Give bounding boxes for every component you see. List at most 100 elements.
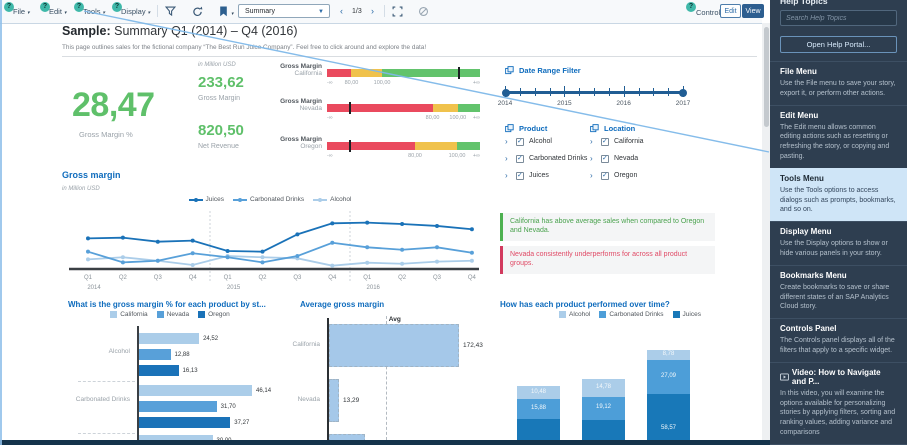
- scrollbar-thumb[interactable]: [763, 27, 769, 127]
- filter-icon[interactable]: [165, 6, 176, 17]
- bar-value-label: 46,14: [256, 388, 272, 394]
- legend-item-california[interactable]: California: [110, 311, 148, 318]
- expand-icon[interactable]: [392, 6, 403, 17]
- filter-item-juices[interactable]: Juices: [529, 172, 549, 179]
- edit-mode-button[interactable]: Edit: [720, 4, 741, 18]
- help-section-file-menu[interactable]: File Menu Use the File menu to save your …: [770, 61, 907, 105]
- bar-alcohol-1[interactable]: [139, 349, 171, 360]
- stack-segment-alcohol[interactable]: [647, 349, 690, 361]
- check-icon: ✓: [602, 155, 608, 162]
- avg-bar-1[interactable]: [329, 379, 340, 422]
- open-help-portal-button[interactable]: Open Help Portal...: [780, 36, 897, 53]
- expand-chevron-icon[interactable]: ›: [590, 154, 593, 163]
- help-section-video-how-to-navigate-and-p[interactable]: Video: How to Navigate and P... In this v…: [770, 361, 907, 444]
- legend-item-nevada[interactable]: Nevada: [156, 311, 189, 318]
- stacked-chart-title: How has each product performed over time…: [500, 300, 670, 309]
- bar-carbonated-drinks-1[interactable]: [139, 401, 217, 412]
- expand-chevron-icon[interactable]: ›: [505, 171, 508, 180]
- legend-label: Carbonated Drinks: [249, 196, 305, 203]
- filter-item-nevada[interactable]: Nevada: [614, 155, 639, 162]
- avg-bar-0[interactable]: [329, 324, 459, 367]
- legend-item-juices[interactable]: Juices: [672, 311, 701, 318]
- help-section-edit-menu[interactable]: Edit Menu The Edit menu allows common edi…: [770, 104, 907, 168]
- stack-segment-carbonated-drinks[interactable]: [582, 396, 625, 420]
- next-page-button[interactable]: ›: [371, 6, 374, 16]
- checkbox-california[interactable]: ✓: [601, 138, 609, 146]
- bar-carbonated-drinks-0[interactable]: [139, 385, 253, 396]
- legend-dot: [193, 197, 198, 202]
- bullet-segment[interactable]: [327, 142, 415, 150]
- date-slider-year-label: 2017: [675, 100, 691, 107]
- svg-text:Q2: Q2: [258, 275, 267, 281]
- kpi-gross-margin-label: Gross Margin: [198, 95, 241, 102]
- help-search-input[interactable]: [780, 10, 897, 26]
- insight-note-1: Nevada consistently underperforms for ac…: [500, 246, 715, 274]
- stack-segment-juices[interactable]: [647, 393, 690, 445]
- help-section-bookmarks-menu[interactable]: Bookmarks Menu Create bookmarks to save o…: [770, 264, 907, 318]
- expand-chevron-icon[interactable]: ›: [505, 137, 508, 146]
- expand-chevron-icon[interactable]: ›: [505, 154, 508, 163]
- expand-chevron-icon[interactable]: ›: [590, 171, 593, 180]
- filter-item-carbonated-drinks[interactable]: Carbonated Drinks: [529, 155, 588, 162]
- expand-chevron-icon[interactable]: ›: [590, 137, 593, 146]
- help-section-further-resources[interactable]: Further ResourcesSearch the SAP Support …: [770, 443, 907, 445]
- stack-segment-alcohol[interactable]: [517, 386, 560, 400]
- filter-item-oregon[interactable]: Oregon: [614, 172, 638, 179]
- legend-item-alcohol[interactable]: Alcohol: [313, 196, 351, 203]
- validate-icon[interactable]: [418, 6, 429, 17]
- bullet-segment[interactable]: [457, 104, 480, 112]
- checkbox-alcohol[interactable]: ✓: [516, 138, 524, 146]
- date-slider-handle-end[interactable]: [679, 88, 687, 97]
- stack-segment-value: 10,48: [530, 388, 546, 395]
- bar-alcohol-2[interactable]: [139, 365, 179, 376]
- filter-item-california[interactable]: California: [614, 138, 644, 145]
- menu-file[interactable]: File ▾: [13, 7, 30, 16]
- bullet-segment[interactable]: [327, 69, 352, 77]
- date-slider-tick: [564, 86, 566, 97]
- avg-bar-2[interactable]: [329, 434, 366, 445]
- refresh-icon[interactable]: [192, 6, 203, 17]
- page-dropdown[interactable]: Summary ▼: [238, 4, 330, 18]
- legend-item-juices[interactable]: Juices: [188, 196, 224, 203]
- help-section-controls-panel[interactable]: Controls Panel The Controls panel display…: [770, 318, 907, 362]
- bookmark-caret-icon[interactable]: ▾: [231, 11, 234, 17]
- help-section-tools-menu[interactable]: Tools Menu Use the Tools options to acces…: [770, 167, 907, 222]
- insight-note-0: California has above average sales when …: [500, 213, 715, 241]
- bullet-label-oregon: Gross Margin Oregon: [240, 136, 322, 150]
- menu-display[interactable]: Display ▾: [121, 7, 151, 16]
- gross-margin-line-plot[interactable]: Q1 Q2 Q3 Q4 Q1 Q2 Q3 Q4 Q1 Q2 Q3 Q4 2014 2015 2016: [55, 207, 485, 295]
- bookmark-icon[interactable]: [218, 6, 229, 17]
- legend-item-carbonated-drinks[interactable]: Carbonated Drinks: [232, 196, 305, 203]
- category-label-nevada: Nevada: [297, 396, 320, 403]
- stack-segment-carbonated-drinks[interactable]: [517, 399, 560, 419]
- prev-page-button[interactable]: ‹: [340, 6, 343, 16]
- stack-segment-carbonated-drinks[interactable]: [647, 360, 690, 394]
- stack-segment-alcohol[interactable]: [582, 378, 625, 397]
- legend-item-alcohol[interactable]: Alcohol: [559, 311, 590, 318]
- svg-text:Q4: Q4: [328, 275, 337, 281]
- bar-alcohol-0[interactable]: [139, 333, 200, 344]
- menu-tools[interactable]: Tools ▾: [83, 7, 106, 16]
- bullet-segment[interactable]: [414, 142, 458, 150]
- view-mode-button[interactable]: View: [742, 4, 764, 18]
- bullet-segment[interactable]: [382, 69, 480, 77]
- checkbox-carbonated-drinks[interactable]: ✓: [516, 155, 524, 163]
- legend-item-carbonated-drinks[interactable]: Carbonated Drinks: [599, 311, 664, 318]
- menu-edit[interactable]: Edit ▾: [49, 7, 67, 16]
- checkbox-juices[interactable]: ✓: [516, 172, 524, 180]
- svg-text:2015: 2015: [227, 285, 241, 291]
- bullet-segment[interactable]: [327, 104, 433, 112]
- main-scrollbar[interactable]: [762, 23, 770, 445]
- legend-item-oregon[interactable]: Oregon: [198, 311, 230, 318]
- bullet-segment[interactable]: [457, 142, 480, 150]
- filter-item-alcohol[interactable]: Alcohol: [529, 138, 552, 145]
- bullet-segment[interactable]: [351, 69, 383, 77]
- help-section-title: Tools Menu: [780, 173, 824, 183]
- bar-carbonated-drinks-2[interactable]: [139, 417, 231, 428]
- date-slider-handle-start[interactable]: [502, 88, 510, 97]
- checkbox-nevada[interactable]: ✓: [601, 155, 609, 163]
- chevron-down-icon: ▾: [102, 10, 106, 16]
- checkbox-oregon[interactable]: ✓: [601, 172, 609, 180]
- bullet-segment[interactable]: [432, 104, 458, 112]
- help-section-display-menu[interactable]: Display Menu Use the Display options to s…: [770, 221, 907, 265]
